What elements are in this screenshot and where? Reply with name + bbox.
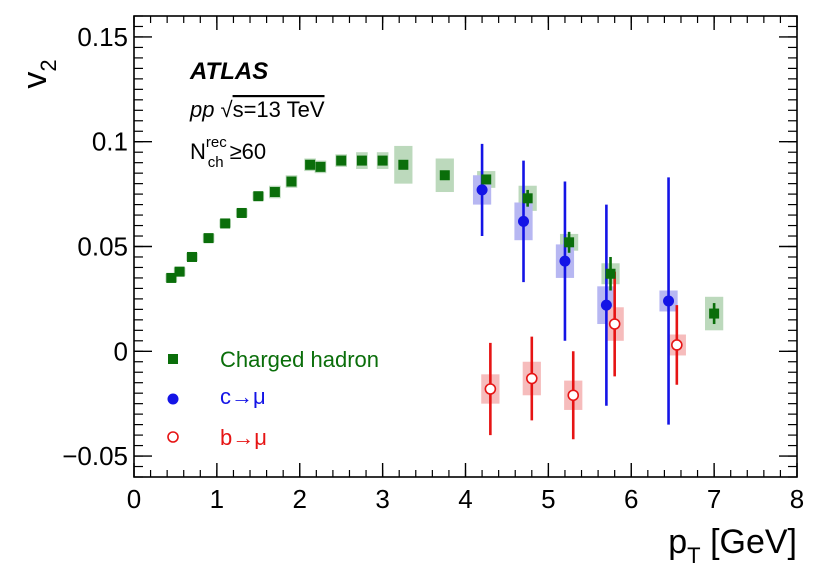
b-mu-point — [525, 372, 538, 385]
experiment-label: ATLAS — [189, 58, 268, 85]
legend-marker-charged-hadron — [168, 354, 178, 364]
x-tick-label: 8 — [790, 484, 804, 514]
c-mu-point — [663, 295, 675, 307]
charged-hadron-point — [286, 176, 297, 187]
x-tick-label: 1 — [210, 484, 224, 514]
charged-hadron-point — [605, 268, 616, 279]
b-mu-point — [671, 339, 683, 351]
charged-hadron-point — [564, 237, 575, 248]
charged-hadron-point — [174, 266, 185, 277]
charged-hadron-point — [336, 155, 347, 166]
y-tick-label: −0.05 — [62, 441, 128, 471]
x-tick-label: 6 — [624, 484, 638, 514]
c-mu-point — [476, 184, 488, 196]
y-tick-label: 0.1 — [92, 127, 128, 157]
charged-hadron-point — [709, 308, 720, 319]
energy-label: pp √s=13 TeV — [189, 97, 325, 122]
legend: Charged hadron c→μ b→μ — [167, 347, 379, 450]
legend-marker-b-mu — [167, 431, 179, 443]
charged-hadron-point — [220, 218, 231, 229]
b-mu-point — [484, 383, 497, 395]
charged-hadron-point — [377, 155, 388, 166]
y-tick-label: 0 — [114, 336, 128, 366]
charged-hadron-point — [203, 233, 214, 244]
charged-hadron-point — [315, 161, 326, 172]
charged-hadron-point — [398, 159, 409, 170]
x-tick-label: 2 — [293, 484, 307, 514]
charged-hadron-point — [236, 207, 247, 218]
y-axis-title: v2 — [16, 59, 61, 88]
legend-label-c-mu: c→μ — [220, 384, 266, 409]
c-mu-point — [559, 255, 571, 267]
y-tick-label: 0.05 — [77, 232, 128, 262]
axis-ticks: 0 1 2 3 4 5 6 7 8 −0.05 0 0.05 0.1 0.15 — [62, 15, 804, 514]
legend-label-charged-hadron: Charged hadron — [220, 347, 379, 372]
multiplicity-label: Nrec ch ≥60 — [190, 134, 266, 171]
c-mu-point — [518, 215, 530, 227]
legend-label-b-mu: b→μ — [220, 425, 267, 450]
charged-hadron-point — [439, 170, 450, 181]
charged-hadron-point — [187, 251, 198, 262]
c-mu-point — [600, 299, 612, 311]
x-tick-label: 7 — [707, 484, 721, 514]
y-tick-label: 0.15 — [77, 22, 128, 52]
charged-hadron-point — [481, 174, 492, 185]
b-mu-point — [608, 318, 621, 330]
x-tick-label: 0 — [127, 484, 141, 514]
charged-hadron-point — [356, 155, 367, 166]
data-markers — [166, 155, 720, 402]
x-axis-title: pT [GeV] — [668, 523, 797, 568]
legend-marker-c-mu — [167, 393, 179, 405]
x-tick-label: 4 — [458, 484, 472, 514]
b-mu-point — [567, 389, 580, 402]
charged-hadron-point — [166, 272, 177, 283]
charged-hadron-point — [305, 159, 316, 170]
x-tick-label: 3 — [375, 484, 389, 514]
x-tick-label: 5 — [541, 484, 555, 514]
charged-hadron-point — [522, 193, 533, 204]
charged-hadron-point — [269, 187, 280, 198]
charged-hadron-point — [253, 191, 264, 202]
